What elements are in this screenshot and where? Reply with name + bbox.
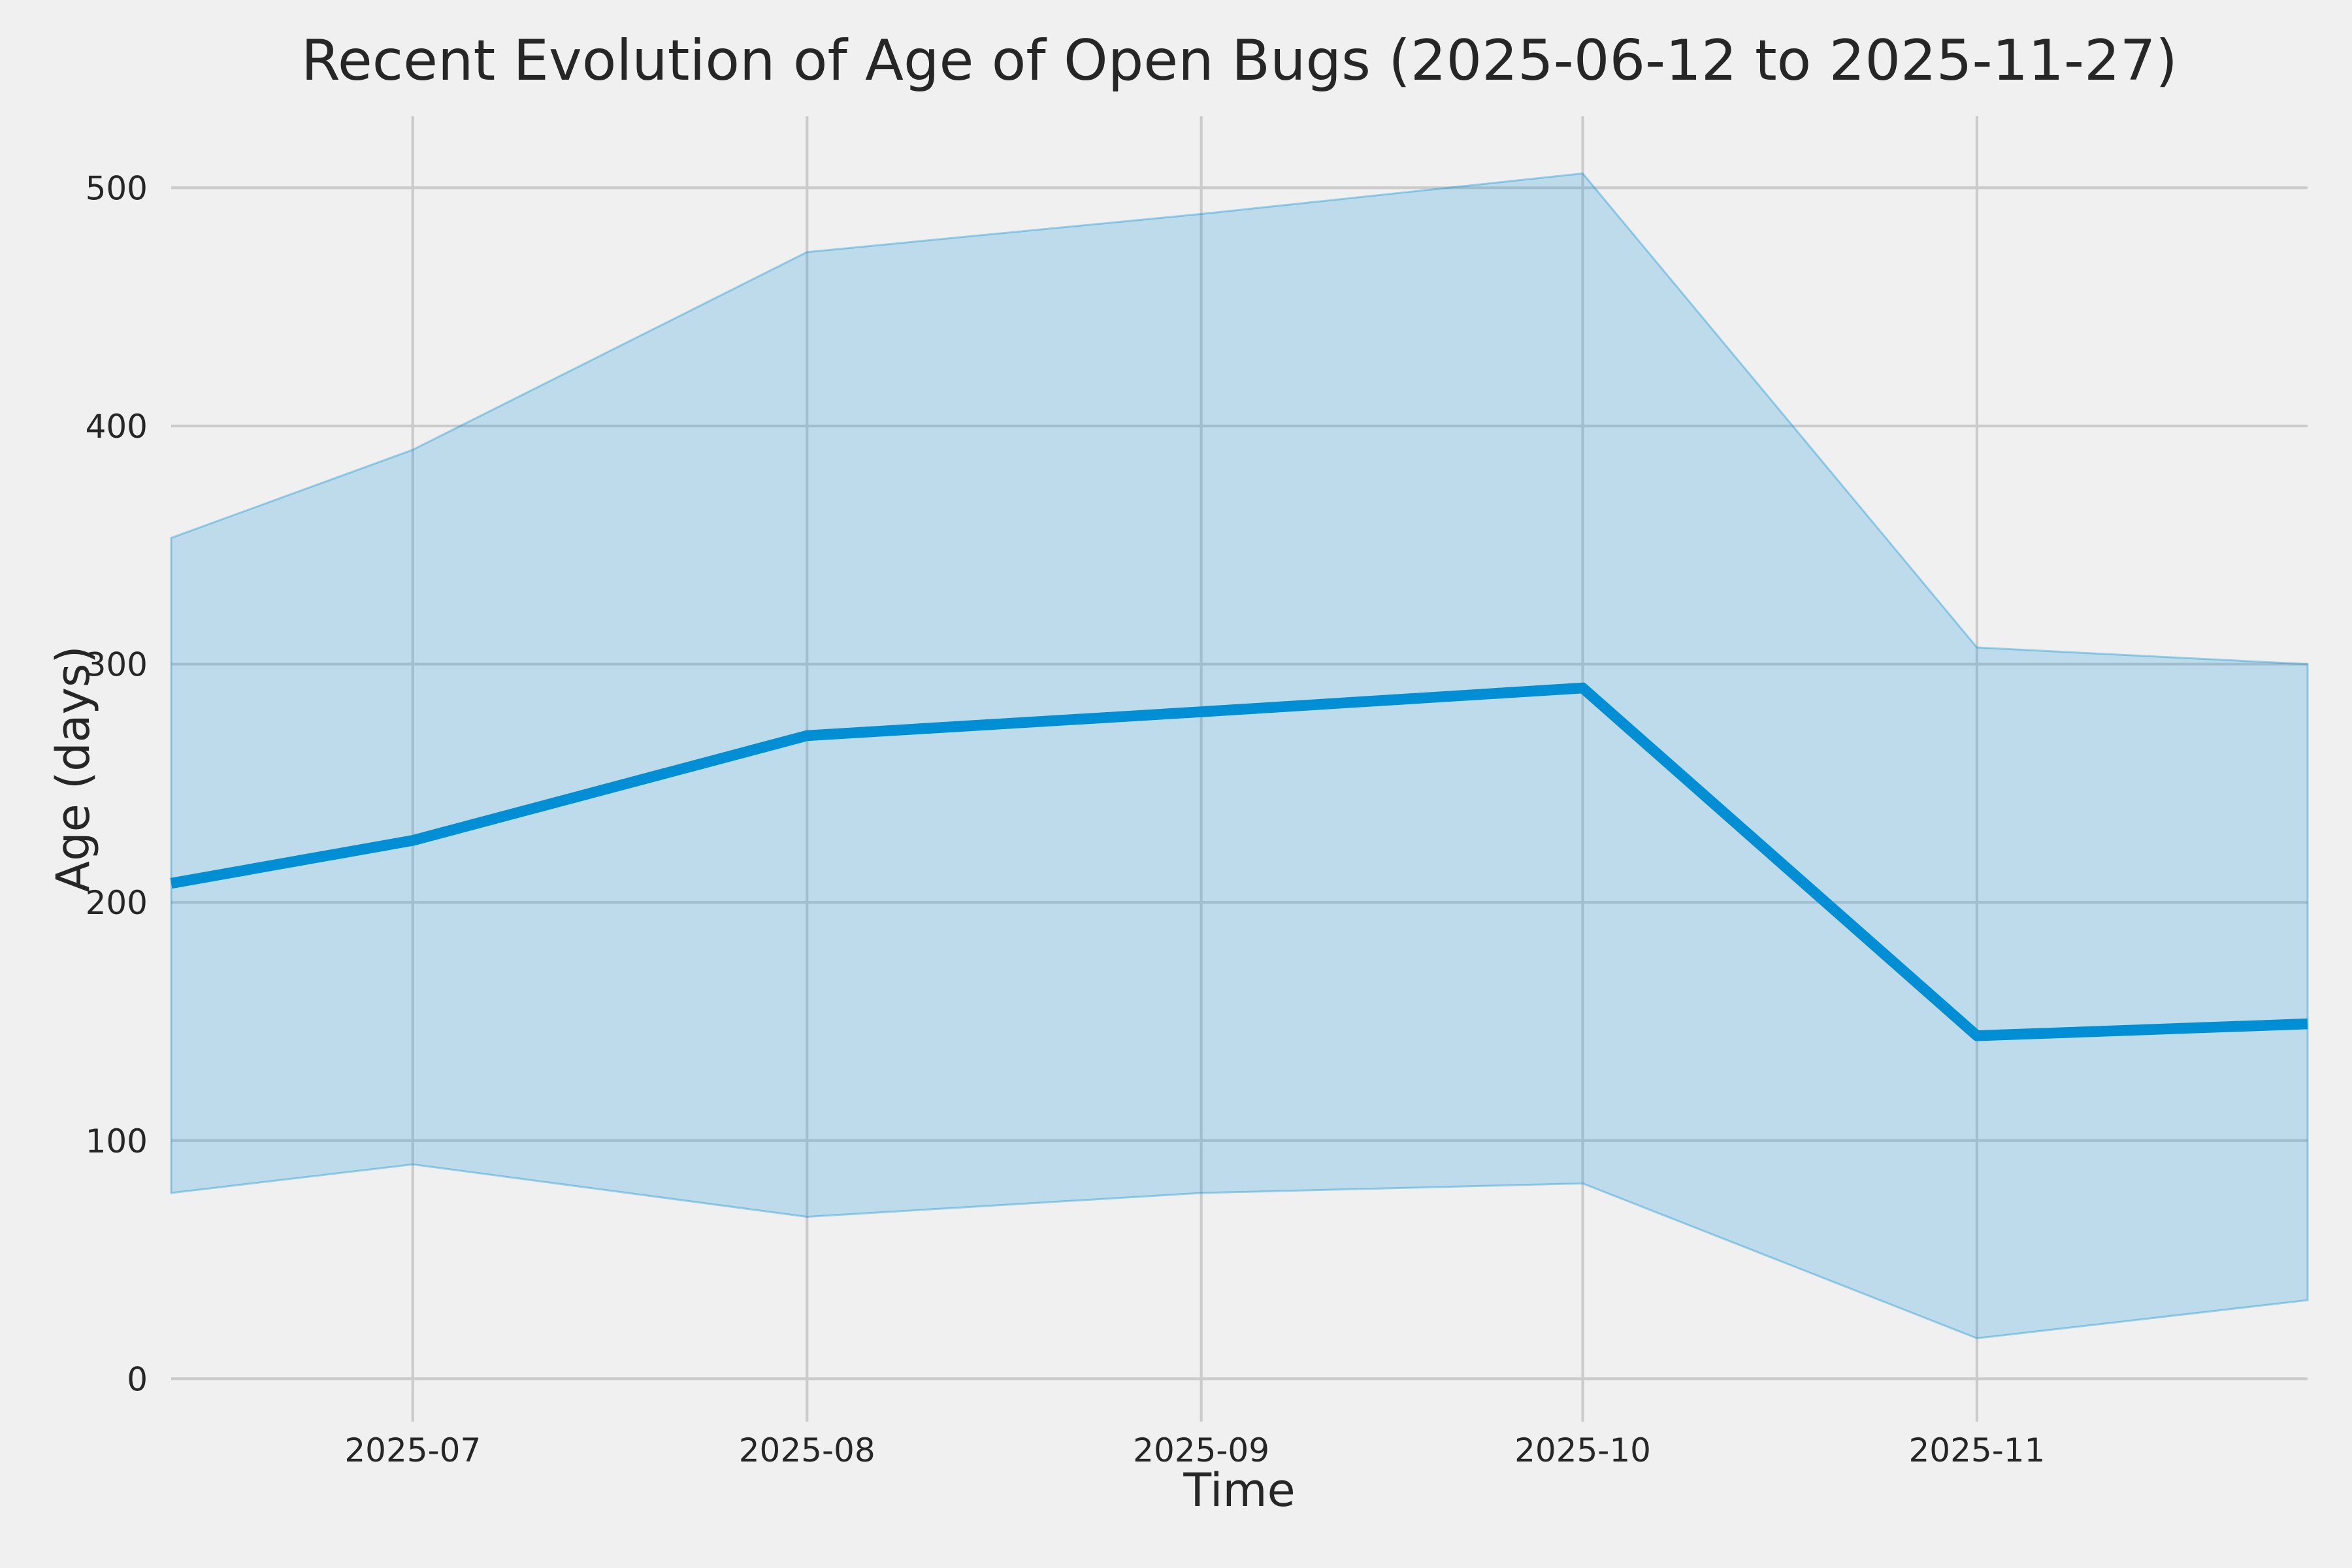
- chart-title: Recent Evolution of Age of Open Bugs (20…: [301, 28, 2178, 93]
- band-area: [170, 172, 2309, 1339]
- x-axis-label: Time: [1183, 1463, 1296, 1517]
- y-axis-label: Age (days): [46, 645, 100, 892]
- y-tick-label: 400: [86, 408, 148, 446]
- age-line: [170, 682, 2308, 1041]
- x-tick-label: 2025-07: [344, 1431, 481, 1469]
- trend-line: [170, 682, 2308, 1041]
- gridlines: [171, 116, 2308, 1422]
- x-tick-label: 2025-10: [1514, 1431, 1651, 1469]
- y-tick-label: 300: [86, 646, 148, 684]
- x-tick-label: 2025-11: [1908, 1431, 2045, 1469]
- x-tick-labels: 2025-07 2025-08 2025-09 2025-10 2025-11: [344, 1431, 2045, 1469]
- y-tick-labels: 0 100 200 300 400 500: [86, 169, 148, 1398]
- confidence-band: [170, 172, 2309, 1339]
- x-tick-label: 2025-08: [739, 1431, 875, 1469]
- x-tick-label: 2025-09: [1133, 1431, 1269, 1469]
- y-tick-label: 100: [86, 1122, 148, 1160]
- y-tick-label: 500: [86, 169, 148, 207]
- y-tick-label: 200: [86, 884, 148, 922]
- y-tick-label: 0: [127, 1360, 148, 1398]
